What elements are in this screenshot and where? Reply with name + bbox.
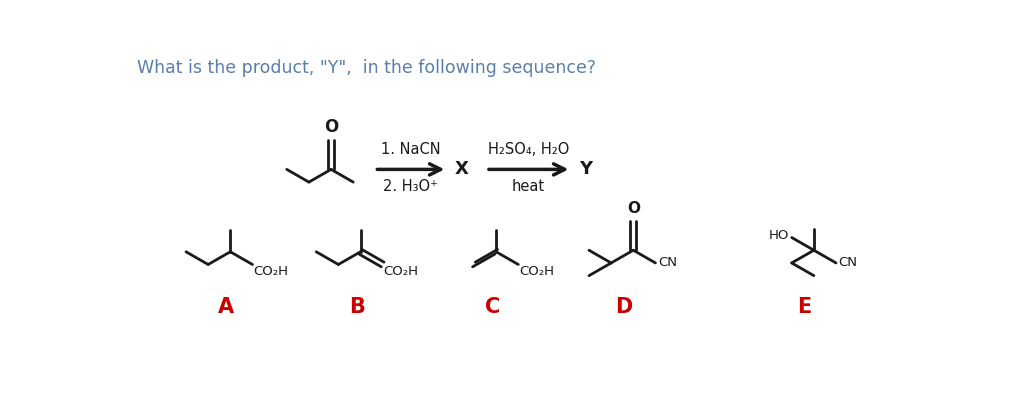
Text: D: D — [615, 297, 633, 317]
Text: O: O — [324, 118, 338, 136]
Text: E: E — [798, 297, 812, 317]
Text: What is the product, "Y",  in the following sequence?: What is the product, "Y", in the followi… — [137, 59, 596, 77]
Text: CN: CN — [657, 256, 677, 269]
Text: CO₂H: CO₂H — [519, 265, 554, 278]
Text: CO₂H: CO₂H — [383, 265, 419, 278]
Text: CN: CN — [839, 256, 857, 269]
Text: 2. H₃O⁺: 2. H₃O⁺ — [383, 178, 438, 193]
Text: Y: Y — [579, 161, 592, 178]
Text: X: X — [455, 161, 469, 178]
Text: 1. NaCN: 1. NaCN — [381, 142, 440, 157]
Text: heat: heat — [512, 178, 545, 193]
Text: HO: HO — [768, 229, 788, 243]
Text: B: B — [349, 297, 365, 317]
Text: A: A — [218, 297, 234, 317]
Text: C: C — [484, 297, 500, 317]
Text: H₂SO₄, H₂O: H₂SO₄, H₂O — [488, 142, 569, 157]
Text: CO₂H: CO₂H — [253, 265, 288, 278]
Text: O: O — [627, 201, 640, 216]
